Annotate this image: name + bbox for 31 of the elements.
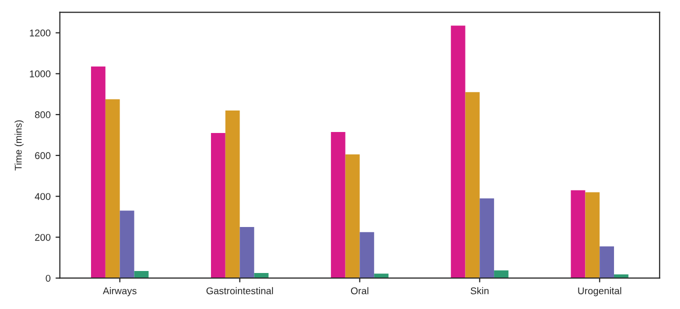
bar: [210, 132, 226, 278]
y-tick-label: 1200: [30, 30, 50, 36]
y-tick-label: 800: [35, 111, 50, 118]
bar: [345, 154, 360, 278]
bar: [225, 110, 240, 278]
x-tick-label: Skin: [470, 287, 488, 294]
y-tick-label: 1000: [30, 70, 50, 78]
bar: [105, 99, 120, 278]
x-tick-label: Oral: [350, 287, 368, 294]
bar: [330, 132, 346, 278]
bar: [465, 92, 480, 278]
x-tick-label: Urogenital: [578, 287, 622, 296]
bar: [585, 192, 600, 278]
bar: [240, 226, 254, 278]
x-tick-label: Airways: [102, 287, 136, 296]
bar: [374, 274, 389, 278]
bar: [600, 246, 614, 278]
y-tick-label: 400: [34, 193, 50, 200]
bar: [450, 26, 466, 278]
y-tick-label: 200: [35, 234, 50, 241]
bar: [120, 210, 134, 278]
x-tick-label: Gastrointestinal: [206, 287, 273, 294]
bar: [494, 270, 508, 278]
y-tick-label: 0: [46, 274, 50, 282]
bar: [360, 232, 374, 278]
bar: [570, 190, 586, 278]
bar: [91, 66, 106, 278]
bar: [480, 198, 494, 278]
y-tick-label: 600: [35, 152, 50, 160]
y-axis-title: Time (mins): [14, 120, 24, 170]
bar: [134, 270, 149, 278]
